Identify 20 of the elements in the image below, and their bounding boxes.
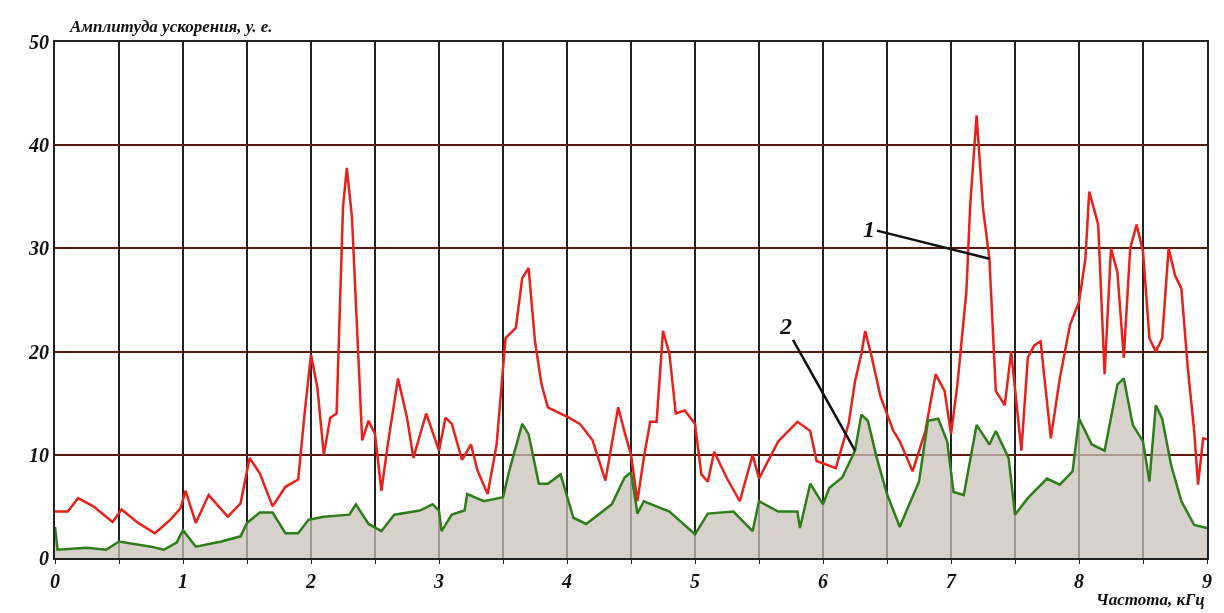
x-axis-title: Частота, кГц [1096, 590, 1205, 609]
x-tick-label: 8 [1074, 570, 1084, 592]
x-tick-label: 1 [178, 570, 188, 592]
x-tick-label: 9 [1202, 570, 1212, 592]
annotation: 2 [779, 313, 792, 339]
x-tick-label: 6 [818, 570, 828, 592]
x-tick-label: 7 [946, 570, 957, 592]
x-tick-label: 5 [690, 570, 700, 592]
x-tick-label: 4 [561, 570, 572, 592]
y-tick-label: 50 [29, 31, 49, 53]
y-tick-label: 0 [39, 547, 49, 569]
line-series [55, 114, 1207, 535]
y-axis-title: Амплитуда ускорения, у. е. [69, 17, 273, 36]
y-tick-label: 40 [28, 134, 49, 157]
y-tick-label: 30 [28, 237, 49, 260]
annotation: 1 [863, 216, 875, 242]
y-tick-label: 20 [28, 340, 49, 363]
y-tick-label: 10 [29, 443, 49, 466]
x-tick-label: 3 [433, 570, 444, 592]
x-tick-label: 2 [305, 570, 316, 592]
